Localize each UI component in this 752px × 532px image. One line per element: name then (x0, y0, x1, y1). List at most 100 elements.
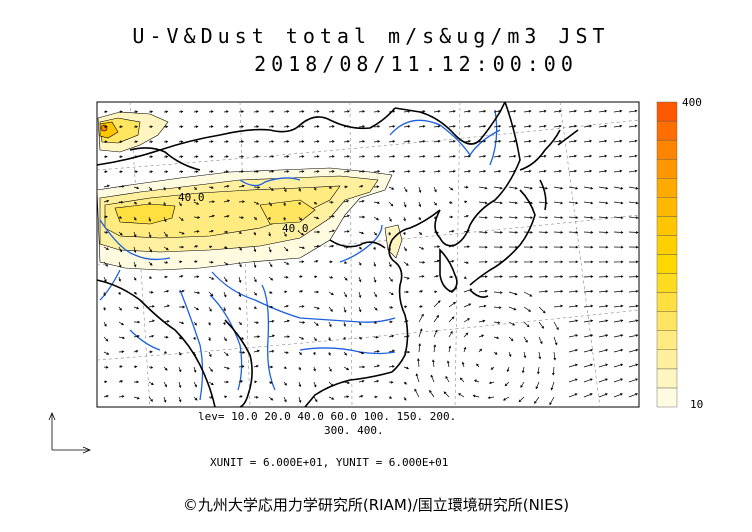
wind-arrow (493, 231, 503, 234)
coastlines (96, 101, 579, 408)
wind-arrow (523, 245, 534, 249)
wind-arrow (103, 321, 107, 327)
wind-arrow (463, 124, 472, 128)
wind-arrow (538, 245, 549, 249)
dust-shading (96, 111, 403, 271)
wind-arrow (208, 336, 211, 342)
wind-arrow (598, 201, 609, 205)
wind-arrow (178, 245, 185, 249)
wind-arrow (433, 201, 437, 206)
wind-arrow (178, 110, 184, 114)
wind-arrow (478, 260, 488, 264)
wind-arrow (628, 260, 639, 264)
wind-arrow (478, 348, 483, 353)
wind-arrow (449, 215, 454, 219)
wind-arrow (223, 155, 229, 158)
wind-arrow (103, 261, 108, 267)
wind-arrow (550, 381, 555, 391)
wind-arrow (628, 245, 639, 249)
wind-arrow (118, 306, 122, 311)
wind-arrow (238, 184, 245, 188)
wind-arrow (478, 139, 487, 143)
wind-arrow (223, 306, 226, 312)
wind-arrow (133, 231, 137, 238)
wind-arrow (358, 321, 362, 326)
colorbar-block (656, 139, 678, 160)
wind-arrow (118, 350, 125, 354)
wind-arrow (493, 306, 502, 309)
wind-arrow (358, 185, 364, 188)
wind-arrow (253, 364, 259, 368)
wind-arrow (268, 276, 274, 281)
wind-arrow (343, 125, 350, 128)
wind-arrow (118, 125, 123, 129)
wind-arrow (478, 231, 488, 234)
wind-arrow (358, 231, 365, 235)
wind-arrow (448, 109, 456, 113)
wind-arrow (313, 110, 320, 113)
wind-arrow (429, 389, 435, 398)
wind-arrow (448, 330, 453, 338)
wind-arrow (238, 321, 243, 326)
wind-arrow (148, 201, 151, 206)
wind-arrow (328, 244, 335, 248)
wind-arrow (403, 201, 407, 208)
wind-arrow (538, 306, 546, 314)
wind-arrow (568, 109, 578, 113)
wind-arrow (433, 245, 441, 248)
wind-arrow (568, 363, 578, 368)
wind-arrow (118, 276, 122, 282)
wind-arrow (148, 261, 153, 266)
wind-arrow (403, 140, 411, 143)
wind-arrow (208, 200, 216, 204)
wind-arrow (403, 155, 411, 158)
wind-arrow (628, 275, 639, 278)
wind-arrow (283, 335, 291, 339)
wind-arrow (493, 216, 503, 220)
wind-arrow (463, 261, 469, 264)
wind-arrow (268, 186, 274, 191)
wind-arrow (253, 335, 261, 339)
wind-arrow (568, 216, 579, 220)
wind-arrow (403, 366, 410, 370)
wind-arrow (343, 366, 350, 371)
wind-arrow (343, 321, 347, 327)
wind-arrow (103, 394, 109, 398)
wind-arrow (598, 139, 608, 143)
wind-arrow (223, 170, 229, 173)
wind-arrow (358, 306, 362, 313)
wind-arrow (628, 289, 639, 293)
wind-arrow (521, 366, 525, 374)
wind-arrow (253, 140, 260, 143)
wind-arrow (314, 230, 321, 234)
wind-arrow (178, 396, 182, 403)
wind-arrow (328, 140, 335, 143)
wind-arrow (118, 231, 123, 236)
wind-arrow (133, 186, 140, 190)
wind-arrow (598, 154, 608, 158)
wind-arrow (163, 351, 168, 354)
colorbar-block (656, 235, 678, 255)
wind-arrow (103, 336, 109, 342)
wind-arrow (613, 334, 624, 338)
wind-arrow (583, 378, 593, 383)
wind-arrow (523, 109, 532, 113)
wind-arrow (313, 381, 317, 388)
wind-arrow (103, 246, 109, 250)
wind-arrow (445, 375, 450, 383)
wind-arrow (178, 336, 183, 340)
wind-arrow (583, 334, 594, 338)
wind-arrow (388, 110, 396, 113)
wind-arrow (148, 140, 154, 144)
wind-arrow (487, 396, 495, 400)
wind-arrow (523, 216, 534, 220)
wind-arrow (463, 185, 469, 189)
wind-arrow (358, 395, 364, 398)
wind-arrow (253, 231, 256, 236)
wind-arrow (298, 321, 306, 324)
wind-arrow (568, 124, 578, 128)
wind-arrow (298, 351, 303, 356)
wind-arrow (298, 246, 305, 250)
wind-arrow (298, 260, 305, 264)
wind-arrow (508, 336, 514, 342)
